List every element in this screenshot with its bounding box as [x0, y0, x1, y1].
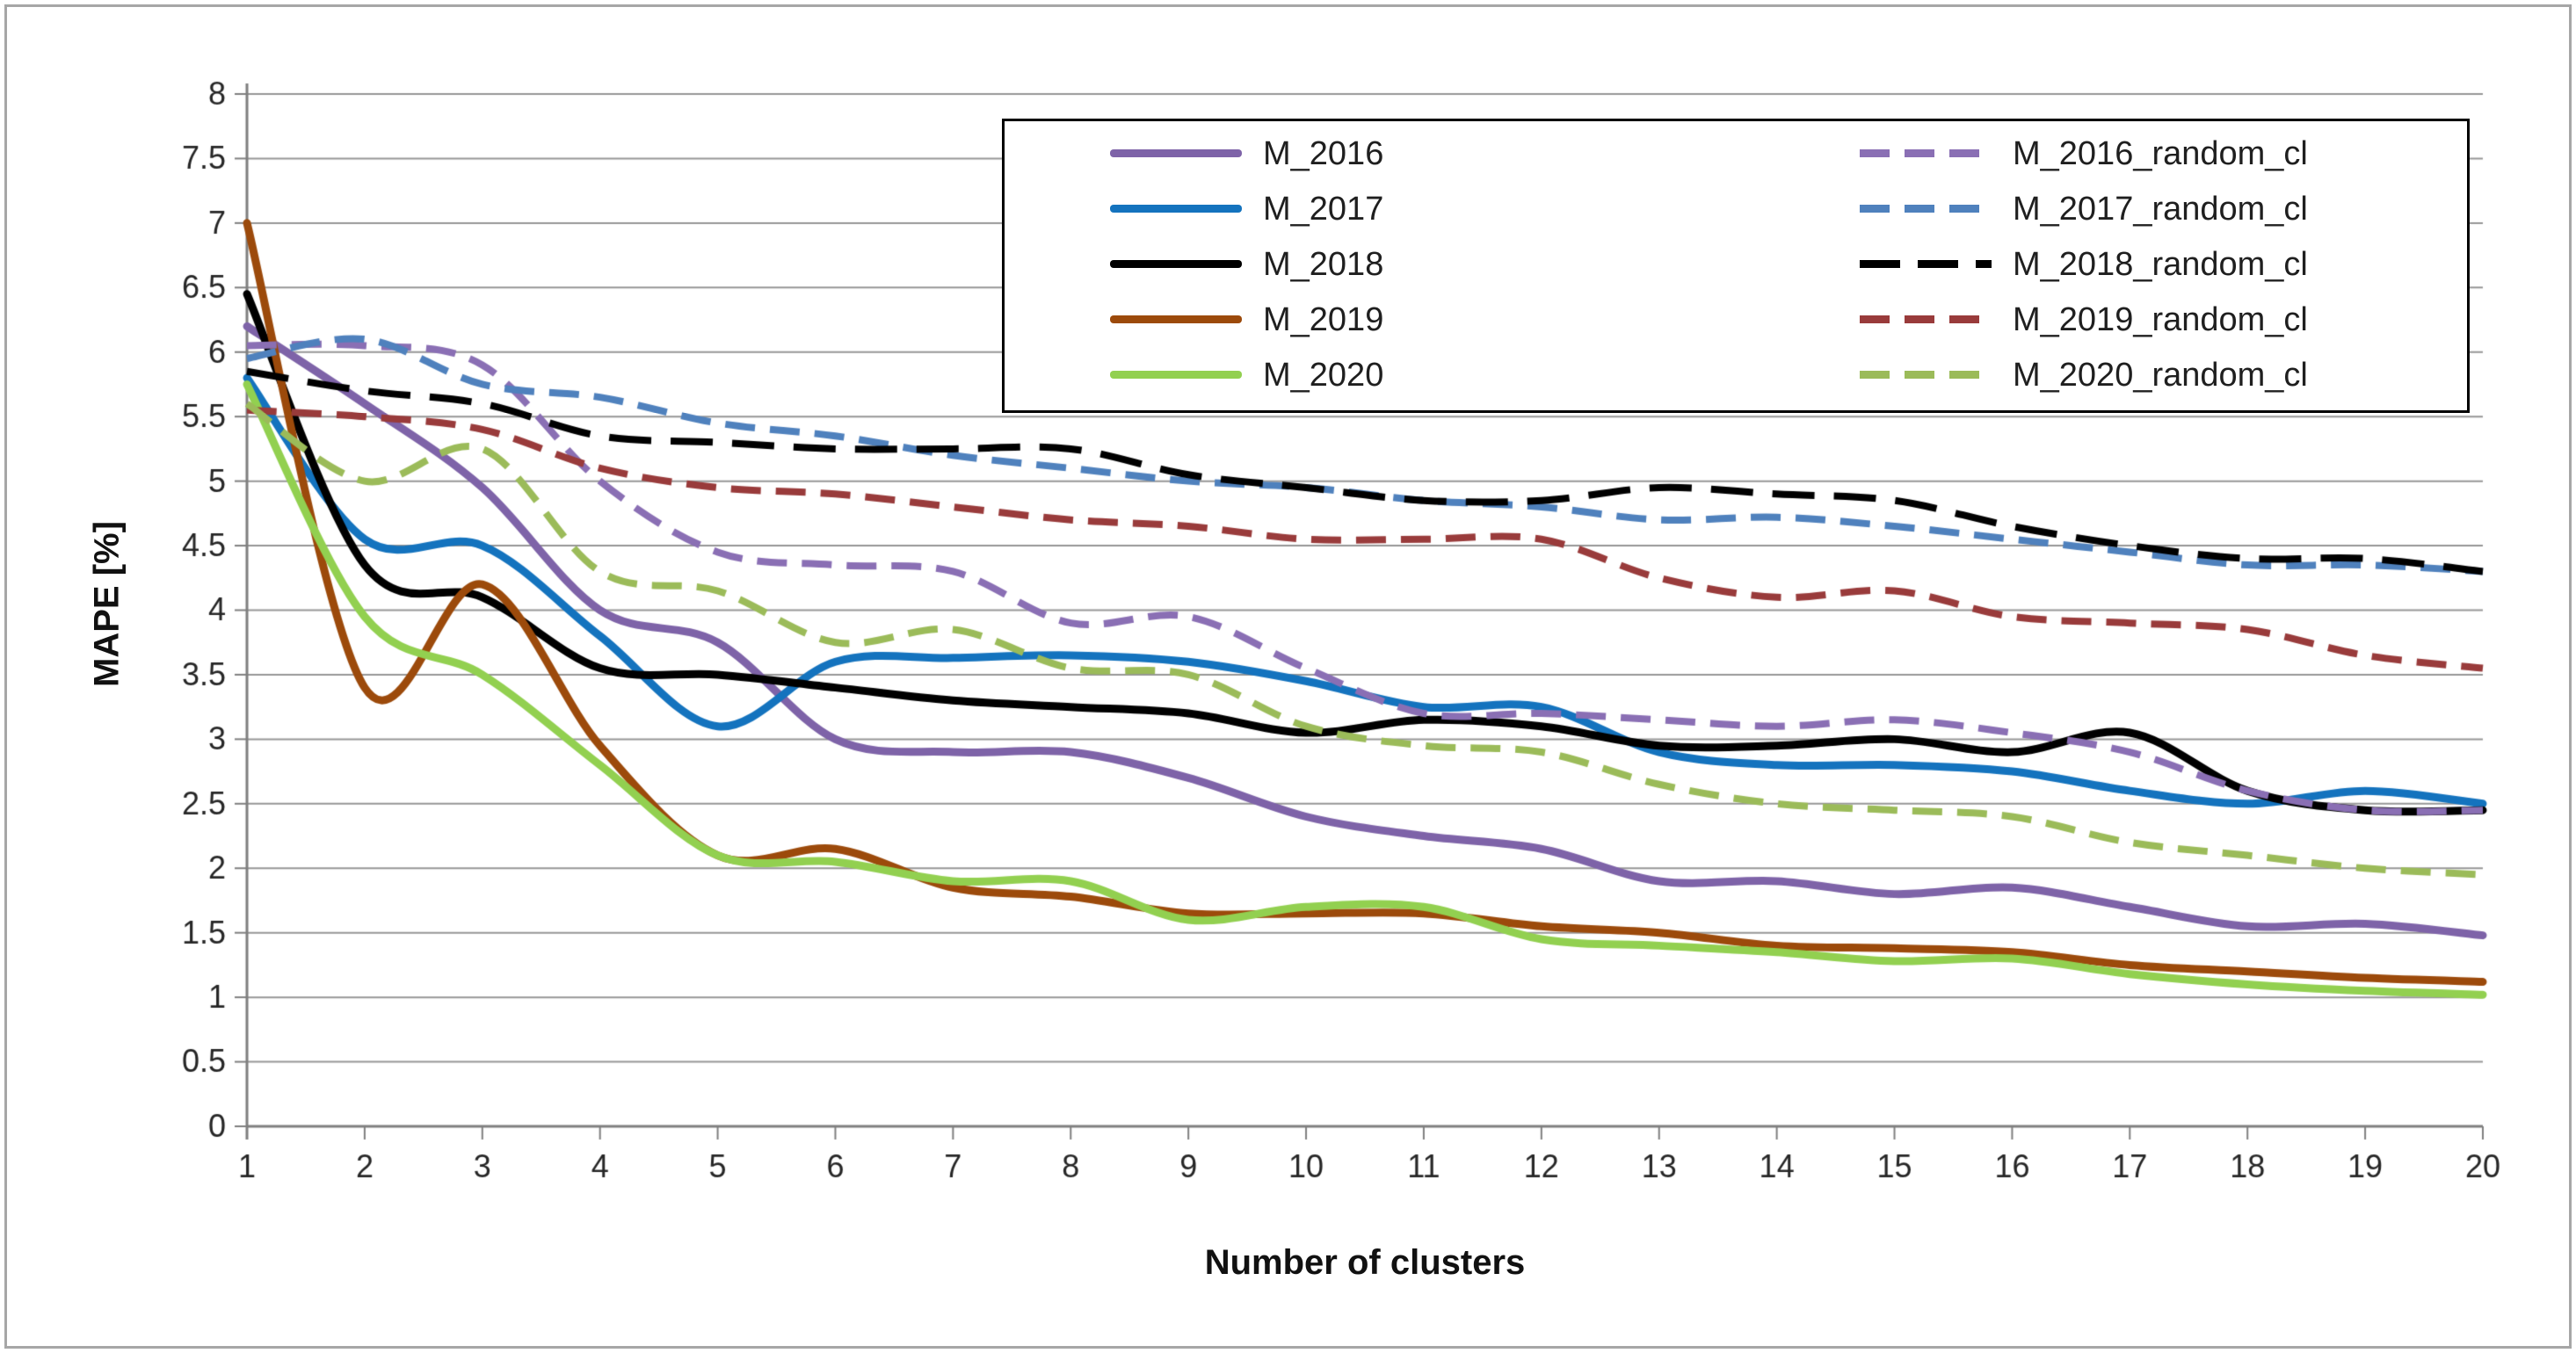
legend-column-solid: M_2016 M_2017 M_2018 M_2019 M_2020 [1005, 126, 1844, 410]
dashed-line-key-icon [1860, 260, 1992, 268]
legend-item-label: M_2016 [1263, 134, 1384, 172]
legend-item-M_2018: M_2018 [1110, 236, 1844, 292]
dashed-line-key-icon [1860, 205, 1992, 213]
legend-item-M_2020_random_cl: M_2020_random_cl [1860, 347, 2467, 402]
legend-item-M_2017_random_cl: M_2017_random_cl [1860, 181, 2467, 236]
legend-item-label: M_2017_random_cl [2013, 190, 2308, 228]
legend-item-M_2016: M_2016 [1110, 126, 1844, 181]
legend-item-M_2018_random_cl: M_2018_random_cl [1860, 236, 2467, 292]
solid-line-key-icon [1110, 315, 1242, 323]
legend-item-label: M_2018 [1263, 245, 1384, 283]
legend-item-label: M_2019_random_cl [2013, 300, 2308, 338]
legend: M_2016 M_2017 M_2018 M_2019 M_2020 M_2016_ra… [1002, 119, 2470, 413]
legend-item-M_2016_random_cl: M_2016_random_cl [1860, 126, 2467, 181]
solid-line-key-icon [1110, 205, 1242, 213]
legend-item-label: M_2017 [1263, 190, 1384, 228]
dashed-line-key-icon [1860, 149, 1992, 157]
dashed-line-key-icon [1860, 371, 1992, 379]
legend-item-label: M_2020_random_cl [2013, 356, 2308, 394]
legend-item-label: M_2020 [1263, 356, 1384, 394]
x-axis-title: Number of clusters [1204, 1243, 1526, 1282]
legend-column-dashed: M_2016_random_cl M_2017_random_cl M_2018_r… [1844, 126, 2467, 410]
legend-item-M_2019: M_2019 [1110, 292, 1844, 347]
solid-line-key-icon [1110, 371, 1242, 379]
legend-item-M_2020: M_2020 [1110, 347, 1844, 402]
solid-line-key-icon [1110, 260, 1242, 268]
legend-item-label: M_2016_random_cl [2013, 134, 2308, 172]
dashed-line-key-icon [1860, 315, 1992, 323]
y-axis-title: MAPE [%] [87, 521, 127, 687]
legend-item-label: M_2018_random_cl [2013, 245, 2308, 283]
legend-item-label: M_2019 [1263, 300, 1384, 338]
legend-item-M_2017: M_2017 [1110, 181, 1844, 236]
solid-line-key-icon [1110, 149, 1242, 157]
legend-item-M_2019_random_cl: M_2019_random_cl [1860, 292, 2467, 347]
